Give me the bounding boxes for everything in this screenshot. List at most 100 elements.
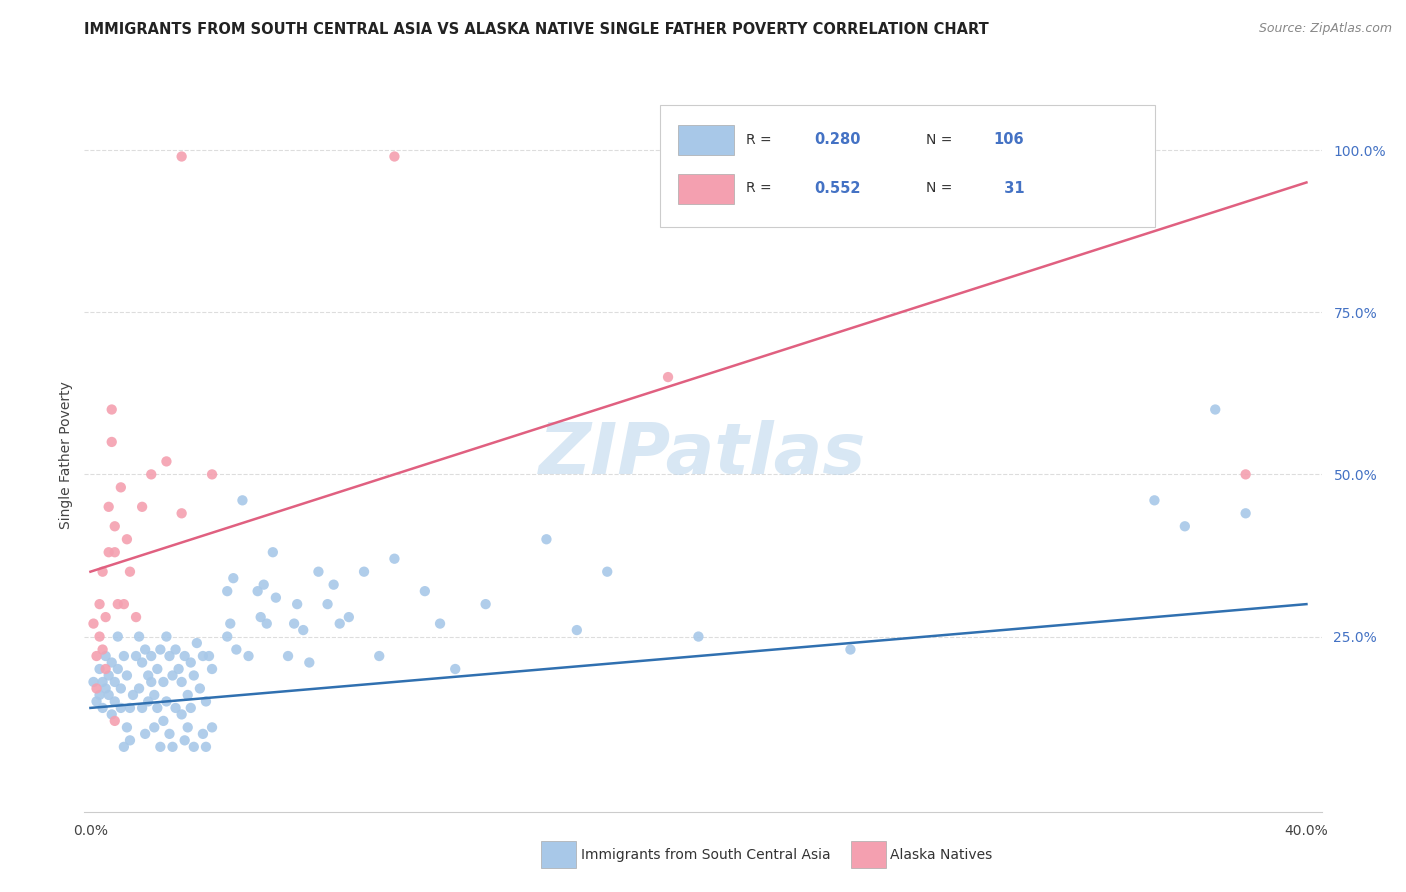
Point: [165, 701, 187, 715]
Point: [131, 500, 153, 514]
Point: [201, 662, 224, 676]
Point: [100, 434, 122, 449]
Point: [86, 681, 108, 696]
Point: [170, 675, 193, 690]
Point: [444, 662, 467, 676]
Point: [170, 707, 193, 722]
Point: [170, 149, 193, 163]
Point: [112, 739, 135, 754]
Point: [353, 565, 375, 579]
Point: [283, 616, 305, 631]
Point: [112, 648, 135, 663]
Point: [191, 727, 214, 741]
Point: [183, 739, 205, 754]
Point: [125, 648, 148, 663]
Point: [159, 727, 181, 741]
Point: [107, 597, 129, 611]
Point: [149, 739, 172, 754]
Point: [100, 656, 122, 670]
Point: [322, 577, 344, 591]
Point: [141, 648, 163, 663]
Point: [413, 584, 436, 599]
Point: [1204, 402, 1226, 417]
Point: [94, 648, 117, 663]
Point: [384, 551, 406, 566]
Text: 0.280: 0.280: [814, 132, 860, 147]
Point: [143, 720, 166, 734]
Point: [97, 668, 120, 682]
Point: [201, 720, 224, 734]
Point: [122, 688, 145, 702]
Point: [368, 648, 391, 663]
Point: [89, 597, 111, 611]
Point: [146, 662, 169, 676]
Point: [136, 668, 159, 682]
FancyBboxPatch shape: [678, 174, 734, 203]
Point: [104, 519, 127, 533]
Point: [107, 662, 129, 676]
FancyBboxPatch shape: [659, 105, 1154, 227]
Point: [292, 623, 315, 637]
Point: [125, 610, 148, 624]
Point: [149, 642, 172, 657]
Point: [118, 733, 141, 747]
Point: [177, 720, 200, 734]
Point: [298, 656, 321, 670]
Point: [155, 694, 177, 708]
Point: [141, 675, 163, 690]
Point: [180, 656, 202, 670]
Text: 0.552: 0.552: [814, 180, 860, 195]
Point: [115, 720, 138, 734]
Point: [82, 675, 104, 690]
Point: [100, 402, 122, 417]
Point: [118, 701, 141, 715]
Point: [115, 668, 138, 682]
Point: [1174, 519, 1197, 533]
Point: [112, 597, 135, 611]
Point: [657, 370, 679, 384]
Point: [262, 545, 284, 559]
Point: [316, 597, 339, 611]
Point: [131, 656, 153, 670]
Point: [839, 642, 862, 657]
Point: [329, 616, 352, 631]
Text: Alaska Natives: Alaska Natives: [890, 848, 993, 863]
Point: [86, 694, 108, 708]
Point: [110, 701, 132, 715]
Point: [201, 467, 224, 482]
Point: [180, 701, 202, 715]
Point: [82, 616, 104, 631]
Point: [249, 610, 271, 624]
Point: [186, 636, 208, 650]
Point: [191, 648, 214, 663]
Point: [131, 701, 153, 715]
Point: [238, 648, 260, 663]
Text: R =: R =: [747, 133, 776, 146]
Point: [91, 565, 114, 579]
Point: [177, 688, 200, 702]
Point: [91, 642, 114, 657]
FancyBboxPatch shape: [678, 125, 734, 155]
Point: [91, 701, 114, 715]
Point: [100, 707, 122, 722]
Point: [256, 616, 278, 631]
Point: [165, 642, 187, 657]
Point: [225, 642, 247, 657]
Point: [536, 533, 558, 547]
Point: [97, 545, 120, 559]
Point: [167, 662, 190, 676]
Point: [152, 714, 174, 728]
Point: [146, 701, 169, 715]
Point: [183, 668, 205, 682]
Text: IMMIGRANTS FROM SOUTH CENTRAL ASIA VS ALASKA NATIVE SINGLE FATHER POVERTY CORREL: IMMIGRANTS FROM SOUTH CENTRAL ASIA VS AL…: [84, 22, 988, 37]
Point: [194, 694, 217, 708]
Point: [94, 662, 117, 676]
Point: [337, 610, 360, 624]
Point: [94, 681, 117, 696]
Point: [155, 630, 177, 644]
Point: [173, 733, 195, 747]
Point: [384, 149, 406, 163]
Point: [134, 642, 156, 657]
Text: 31: 31: [994, 180, 1025, 195]
Text: Immigrants from South Central Asia: Immigrants from South Central Asia: [581, 848, 831, 863]
